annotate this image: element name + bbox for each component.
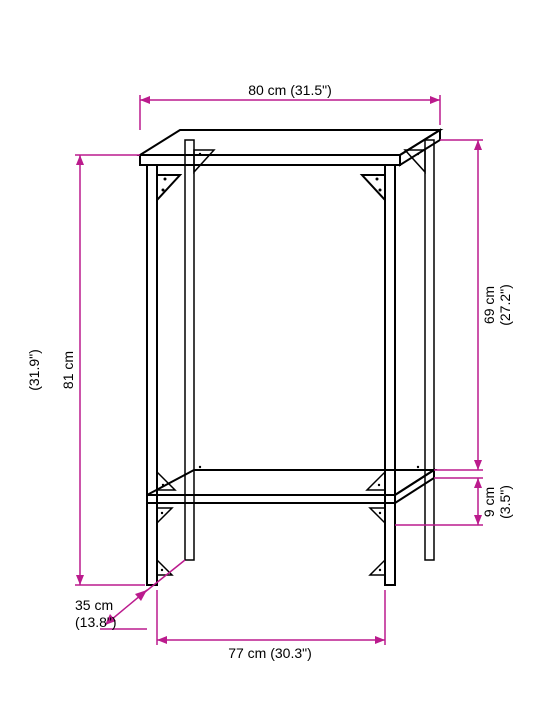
dim-right-shelf: 9 cm (3.5"): [395, 478, 513, 525]
dim-right-upper-in: (27.2"): [497, 284, 513, 326]
dim-right-shelf-cm: 9 cm: [481, 487, 497, 517]
lower-shelf: [147, 470, 434, 503]
dim-top-width-label: 80 cm (31.5"): [248, 82, 332, 98]
dim-left-height: 81 cm (31.9"): [26, 155, 145, 585]
legs-front: [147, 165, 395, 585]
dim-depth-in: (13.8"): [75, 614, 117, 630]
dim-right-upper-cm: 69 cm: [481, 286, 497, 324]
dim-bottom-width-cm: 77 cm (30.3"): [228, 645, 312, 661]
dimension-diagram: 80 cm (31.5"): [0, 0, 540, 720]
dim-bottom-width: 77 cm (30.3"): [157, 590, 385, 661]
brackets-bottom: [157, 508, 385, 575]
legs-back: [185, 140, 434, 560]
dim-left-height-in: (31.9"): [26, 349, 42, 391]
dim-right-shelf-in: (3.5"): [497, 485, 513, 519]
dim-left-height-cm: 81 cm: [60, 351, 76, 389]
dim-right-upper: 69 cm (27.2"): [434, 140, 513, 470]
dim-top-width: 80 cm (31.5"): [140, 82, 440, 130]
dim-depth-cm: 35 cm: [75, 597, 113, 613]
brackets-top: [157, 150, 425, 200]
